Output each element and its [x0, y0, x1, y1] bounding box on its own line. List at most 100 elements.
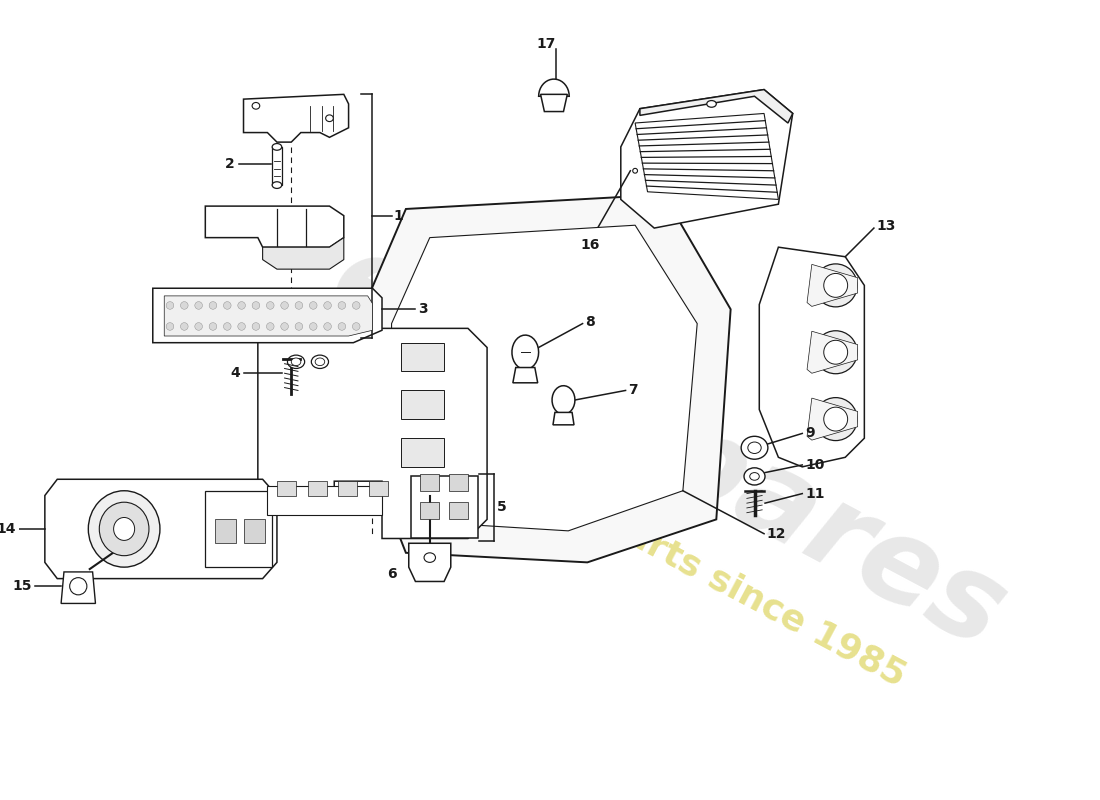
Polygon shape: [540, 94, 568, 111]
Ellipse shape: [316, 358, 324, 366]
Bar: [420, 502, 439, 519]
Ellipse shape: [266, 302, 274, 310]
Ellipse shape: [744, 468, 764, 485]
Ellipse shape: [824, 274, 848, 298]
Ellipse shape: [280, 302, 288, 310]
Ellipse shape: [309, 322, 317, 330]
Ellipse shape: [113, 518, 134, 541]
Ellipse shape: [323, 302, 331, 310]
Polygon shape: [807, 264, 858, 306]
Text: 9: 9: [805, 426, 815, 441]
Ellipse shape: [69, 578, 87, 595]
Bar: [277, 481, 296, 495]
Ellipse shape: [272, 143, 282, 150]
Text: 11: 11: [805, 486, 825, 501]
Ellipse shape: [323, 322, 331, 330]
Bar: [449, 502, 468, 519]
Text: 3: 3: [418, 302, 428, 316]
Ellipse shape: [352, 302, 360, 310]
Ellipse shape: [352, 322, 360, 330]
Ellipse shape: [707, 101, 716, 107]
Ellipse shape: [252, 102, 260, 109]
Polygon shape: [759, 247, 865, 467]
Polygon shape: [164, 296, 373, 336]
Polygon shape: [206, 490, 272, 567]
Ellipse shape: [814, 330, 857, 374]
Polygon shape: [153, 288, 382, 342]
Text: 2: 2: [226, 157, 235, 171]
Polygon shape: [635, 114, 779, 199]
Polygon shape: [263, 238, 344, 269]
Ellipse shape: [180, 302, 188, 310]
Ellipse shape: [814, 264, 857, 307]
Text: 6: 6: [387, 567, 396, 581]
Text: 4: 4: [230, 366, 240, 380]
Polygon shape: [553, 413, 574, 425]
Text: 16: 16: [581, 238, 601, 252]
Bar: [243, 519, 264, 543]
Polygon shape: [409, 543, 451, 582]
Ellipse shape: [824, 407, 848, 431]
Ellipse shape: [280, 322, 288, 330]
Bar: [420, 474, 439, 490]
Text: 17: 17: [537, 37, 556, 50]
Ellipse shape: [272, 182, 282, 189]
Ellipse shape: [326, 115, 333, 122]
Ellipse shape: [195, 322, 202, 330]
Bar: [449, 474, 468, 490]
Ellipse shape: [166, 322, 174, 330]
Ellipse shape: [287, 355, 305, 369]
Bar: [308, 481, 327, 495]
Polygon shape: [363, 194, 730, 562]
Ellipse shape: [338, 302, 345, 310]
Ellipse shape: [814, 398, 857, 441]
Polygon shape: [807, 398, 858, 440]
Text: 10: 10: [805, 458, 825, 472]
Ellipse shape: [750, 473, 759, 480]
Ellipse shape: [180, 322, 188, 330]
Polygon shape: [45, 479, 277, 578]
Ellipse shape: [424, 553, 436, 562]
Ellipse shape: [741, 436, 768, 459]
Polygon shape: [402, 390, 444, 419]
Ellipse shape: [166, 302, 174, 310]
Text: 5: 5: [496, 501, 506, 514]
Polygon shape: [62, 572, 96, 603]
Bar: [368, 481, 387, 495]
Ellipse shape: [309, 302, 317, 310]
Text: 8: 8: [585, 314, 595, 329]
Text: 15: 15: [13, 579, 32, 594]
Polygon shape: [410, 477, 477, 538]
Text: 1: 1: [394, 209, 404, 223]
Polygon shape: [552, 386, 575, 414]
Ellipse shape: [295, 322, 302, 330]
Polygon shape: [513, 367, 538, 383]
Text: 12: 12: [767, 526, 786, 541]
Polygon shape: [243, 94, 349, 142]
Polygon shape: [402, 342, 444, 371]
Ellipse shape: [223, 302, 231, 310]
Ellipse shape: [209, 302, 217, 310]
Polygon shape: [512, 335, 539, 370]
Text: A passion for parts since 1985: A passion for parts since 1985: [349, 374, 912, 694]
Ellipse shape: [295, 302, 302, 310]
Ellipse shape: [238, 302, 245, 310]
Polygon shape: [392, 226, 697, 531]
Ellipse shape: [266, 322, 274, 330]
Ellipse shape: [99, 502, 148, 556]
Ellipse shape: [748, 442, 761, 454]
Ellipse shape: [824, 340, 848, 364]
Ellipse shape: [209, 322, 217, 330]
Ellipse shape: [252, 302, 260, 310]
Polygon shape: [539, 79, 569, 96]
Ellipse shape: [195, 302, 202, 310]
Polygon shape: [267, 486, 382, 514]
Ellipse shape: [88, 490, 160, 567]
Ellipse shape: [292, 358, 300, 366]
Text: eurospares: eurospares: [312, 222, 1025, 674]
Bar: [214, 519, 235, 543]
Ellipse shape: [311, 355, 329, 369]
Polygon shape: [640, 90, 793, 123]
Text: 14: 14: [0, 522, 16, 536]
Polygon shape: [402, 438, 444, 467]
